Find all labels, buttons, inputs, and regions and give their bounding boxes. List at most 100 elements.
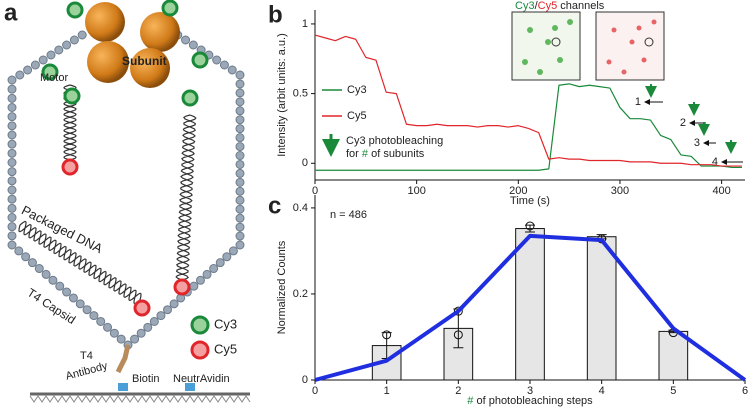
spot (557, 57, 563, 63)
bead (7, 84, 17, 94)
bead (41, 269, 51, 279)
x-axis-label: # of photobleaching steps (467, 395, 593, 407)
capsid (7, 25, 245, 350)
y-axis-label: Normalized Counts (276, 240, 288, 334)
spot (552, 25, 558, 31)
inset-title-part: / (535, 0, 539, 12)
bead (212, 55, 222, 65)
step-label: 4 (712, 156, 718, 168)
data-point (382, 330, 392, 340)
annotation: Cy3 photobleaching (346, 135, 443, 147)
x-tick-label: 1 (384, 385, 390, 397)
data-point (453, 306, 463, 316)
bead (235, 88, 245, 98)
bead (75, 299, 85, 309)
diagram: Motor Subunit Packaged DNA T4 Capsid T4 … (7, 0, 251, 403)
bead (48, 275, 58, 285)
spot (621, 69, 627, 75)
bead (215, 258, 225, 268)
spot (606, 59, 612, 65)
y-tick-label: 1 (302, 18, 308, 30)
bead (7, 121, 17, 131)
bead (235, 151, 245, 161)
bead (235, 70, 245, 80)
bead (188, 40, 198, 50)
spot (641, 57, 647, 63)
panel-label: c (268, 192, 281, 219)
bead (222, 252, 232, 262)
bead (62, 40, 72, 50)
bead (7, 194, 17, 204)
bead (209, 264, 219, 274)
bead (169, 299, 179, 309)
bead (30, 60, 40, 70)
motor-sphere (85, 2, 125, 42)
bead (89, 311, 99, 321)
bead (7, 222, 17, 232)
label: T4 (80, 350, 93, 362)
bead (227, 65, 237, 75)
bead (219, 60, 229, 70)
bar (658, 330, 689, 381)
x-tick-label: 5 (670, 385, 676, 397)
bead (235, 222, 245, 232)
x-tick-label: 300 (611, 185, 629, 197)
bead (143, 322, 153, 332)
spot (537, 69, 543, 75)
bead (7, 75, 17, 85)
motor-sphere (140, 12, 180, 52)
bead (181, 35, 191, 45)
bead (235, 177, 245, 187)
bead (235, 168, 245, 178)
bead (136, 328, 146, 338)
bead (7, 167, 17, 177)
bead (235, 186, 245, 196)
spot (527, 27, 533, 33)
bead (7, 103, 17, 112)
bead (7, 139, 17, 149)
x-tick-label: 2 (455, 385, 461, 397)
legend-label: Cy3 (347, 84, 367, 96)
spot-circle (551, 37, 561, 47)
annotation: for # of subunits (346, 148, 425, 160)
bead (228, 246, 238, 256)
bar (515, 228, 545, 381)
legend-label: Cy5 (214, 341, 237, 356)
x-tick-label: 3 (527, 385, 533, 397)
bead (163, 305, 173, 315)
y-tick-label: 0.2 (293, 288, 308, 300)
spot (545, 39, 551, 45)
dyes (41, 0, 210, 360)
bead (109, 328, 119, 338)
bead (23, 65, 33, 75)
bead (235, 106, 245, 116)
bead (54, 45, 64, 55)
y-axis-label: Intensity (arbit units: a.u.) (276, 33, 288, 157)
bead (34, 264, 44, 274)
bead (21, 252, 31, 262)
motor-sphere (130, 48, 170, 88)
bead (149, 316, 159, 326)
bead (7, 93, 17, 103)
bead (7, 203, 17, 213)
annotation-part: of subunits (368, 148, 425, 160)
bead (156, 311, 166, 321)
bead (77, 30, 87, 40)
bead (69, 35, 79, 45)
x-axis-label: Time (s) (510, 195, 550, 207)
bead (235, 240, 245, 250)
spot (522, 59, 528, 65)
spot (611, 27, 617, 33)
bead (235, 213, 245, 223)
bead (202, 269, 212, 279)
bead (14, 246, 24, 256)
legend-label: Cy5 (347, 110, 367, 122)
bead (189, 281, 199, 291)
annotation: n = 486 (330, 209, 367, 221)
label: Motor (40, 72, 68, 84)
error-bar (525, 224, 535, 233)
y-tick-label: 0 (302, 157, 308, 169)
bead (235, 133, 245, 143)
bead (235, 124, 245, 134)
